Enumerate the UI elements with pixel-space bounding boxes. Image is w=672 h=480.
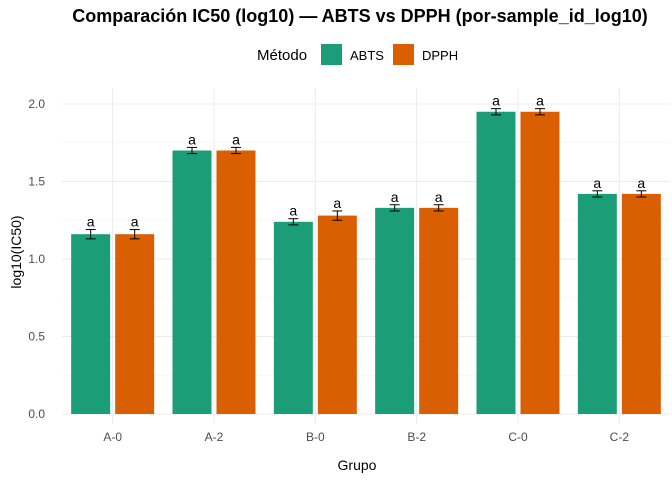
bar-abts-C-0 xyxy=(476,111,516,414)
bar-abts-B-2 xyxy=(375,207,415,414)
y-tick-label: 1.5 xyxy=(28,175,45,189)
bar-letter-label: a xyxy=(232,131,240,147)
bar-abts-B-0 xyxy=(273,221,313,414)
legend-label-dpph: DPPH xyxy=(422,48,458,63)
bar-abts-C-2 xyxy=(577,193,617,414)
x-tick-label: A-2 xyxy=(205,430,224,444)
bar-letter-label: a xyxy=(536,93,544,109)
bar-dpph-B-2 xyxy=(419,207,459,414)
bar-letter-label: a xyxy=(87,214,95,230)
bar-letter-label: a xyxy=(289,203,297,219)
gridlines xyxy=(62,88,670,424)
x-tick-label: C-0 xyxy=(508,430,528,444)
bar-letter-label: a xyxy=(188,131,196,147)
y-tick-label: 2.0 xyxy=(28,97,45,111)
bar-letter-label: a xyxy=(435,189,443,205)
legend-swatch-abts xyxy=(321,44,342,65)
bar-letter-label: a xyxy=(637,175,645,191)
x-axis-ticks: A-0 A-2 B-0 B-2 C-0 C-2 xyxy=(103,430,629,444)
bar-letter-label: a xyxy=(492,93,500,109)
legend-label-abts: ABTS xyxy=(350,48,384,63)
x-tick-label: C-2 xyxy=(610,430,630,444)
bar-letter-label: a xyxy=(391,189,399,205)
bar-letter-label: a xyxy=(131,214,139,230)
y-tick-label: 1.0 xyxy=(28,252,45,266)
bar-letter-label: a xyxy=(593,175,601,191)
legend-swatch-dpph xyxy=(393,44,414,65)
x-tick-label: B-2 xyxy=(407,430,426,444)
bar-dpph-A-0 xyxy=(115,234,155,414)
y-tick-label: 0.0 xyxy=(28,407,45,421)
y-tick-label: 0.5 xyxy=(28,330,45,344)
legend: Método ABTS DPPH xyxy=(257,44,458,65)
bar-dpph-C-2 xyxy=(621,193,661,414)
y-axis-title: log10(IC50) xyxy=(8,215,24,288)
bar-dpph-A-2 xyxy=(216,150,256,414)
chart-title: Comparación IC50 (log10) — ABTS vs DPPH … xyxy=(72,6,647,26)
x-tick-label: A-0 xyxy=(103,430,122,444)
bar-dpph-B-0 xyxy=(317,215,357,414)
bar-dpph-C-0 xyxy=(520,111,560,414)
bar-abts-A-2 xyxy=(172,150,212,414)
bar-abts-A-0 xyxy=(71,234,111,414)
bars: a a a a a a a a a a a a xyxy=(71,93,661,414)
x-tick-label: B-0 xyxy=(306,430,325,444)
x-axis-title: Grupo xyxy=(338,457,377,473)
bar-letter-label: a xyxy=(333,195,341,211)
legend-title: Método xyxy=(257,47,307,64)
y-axis-ticks: 0.0 0.5 1.0 1.5 2.0 xyxy=(28,97,45,421)
